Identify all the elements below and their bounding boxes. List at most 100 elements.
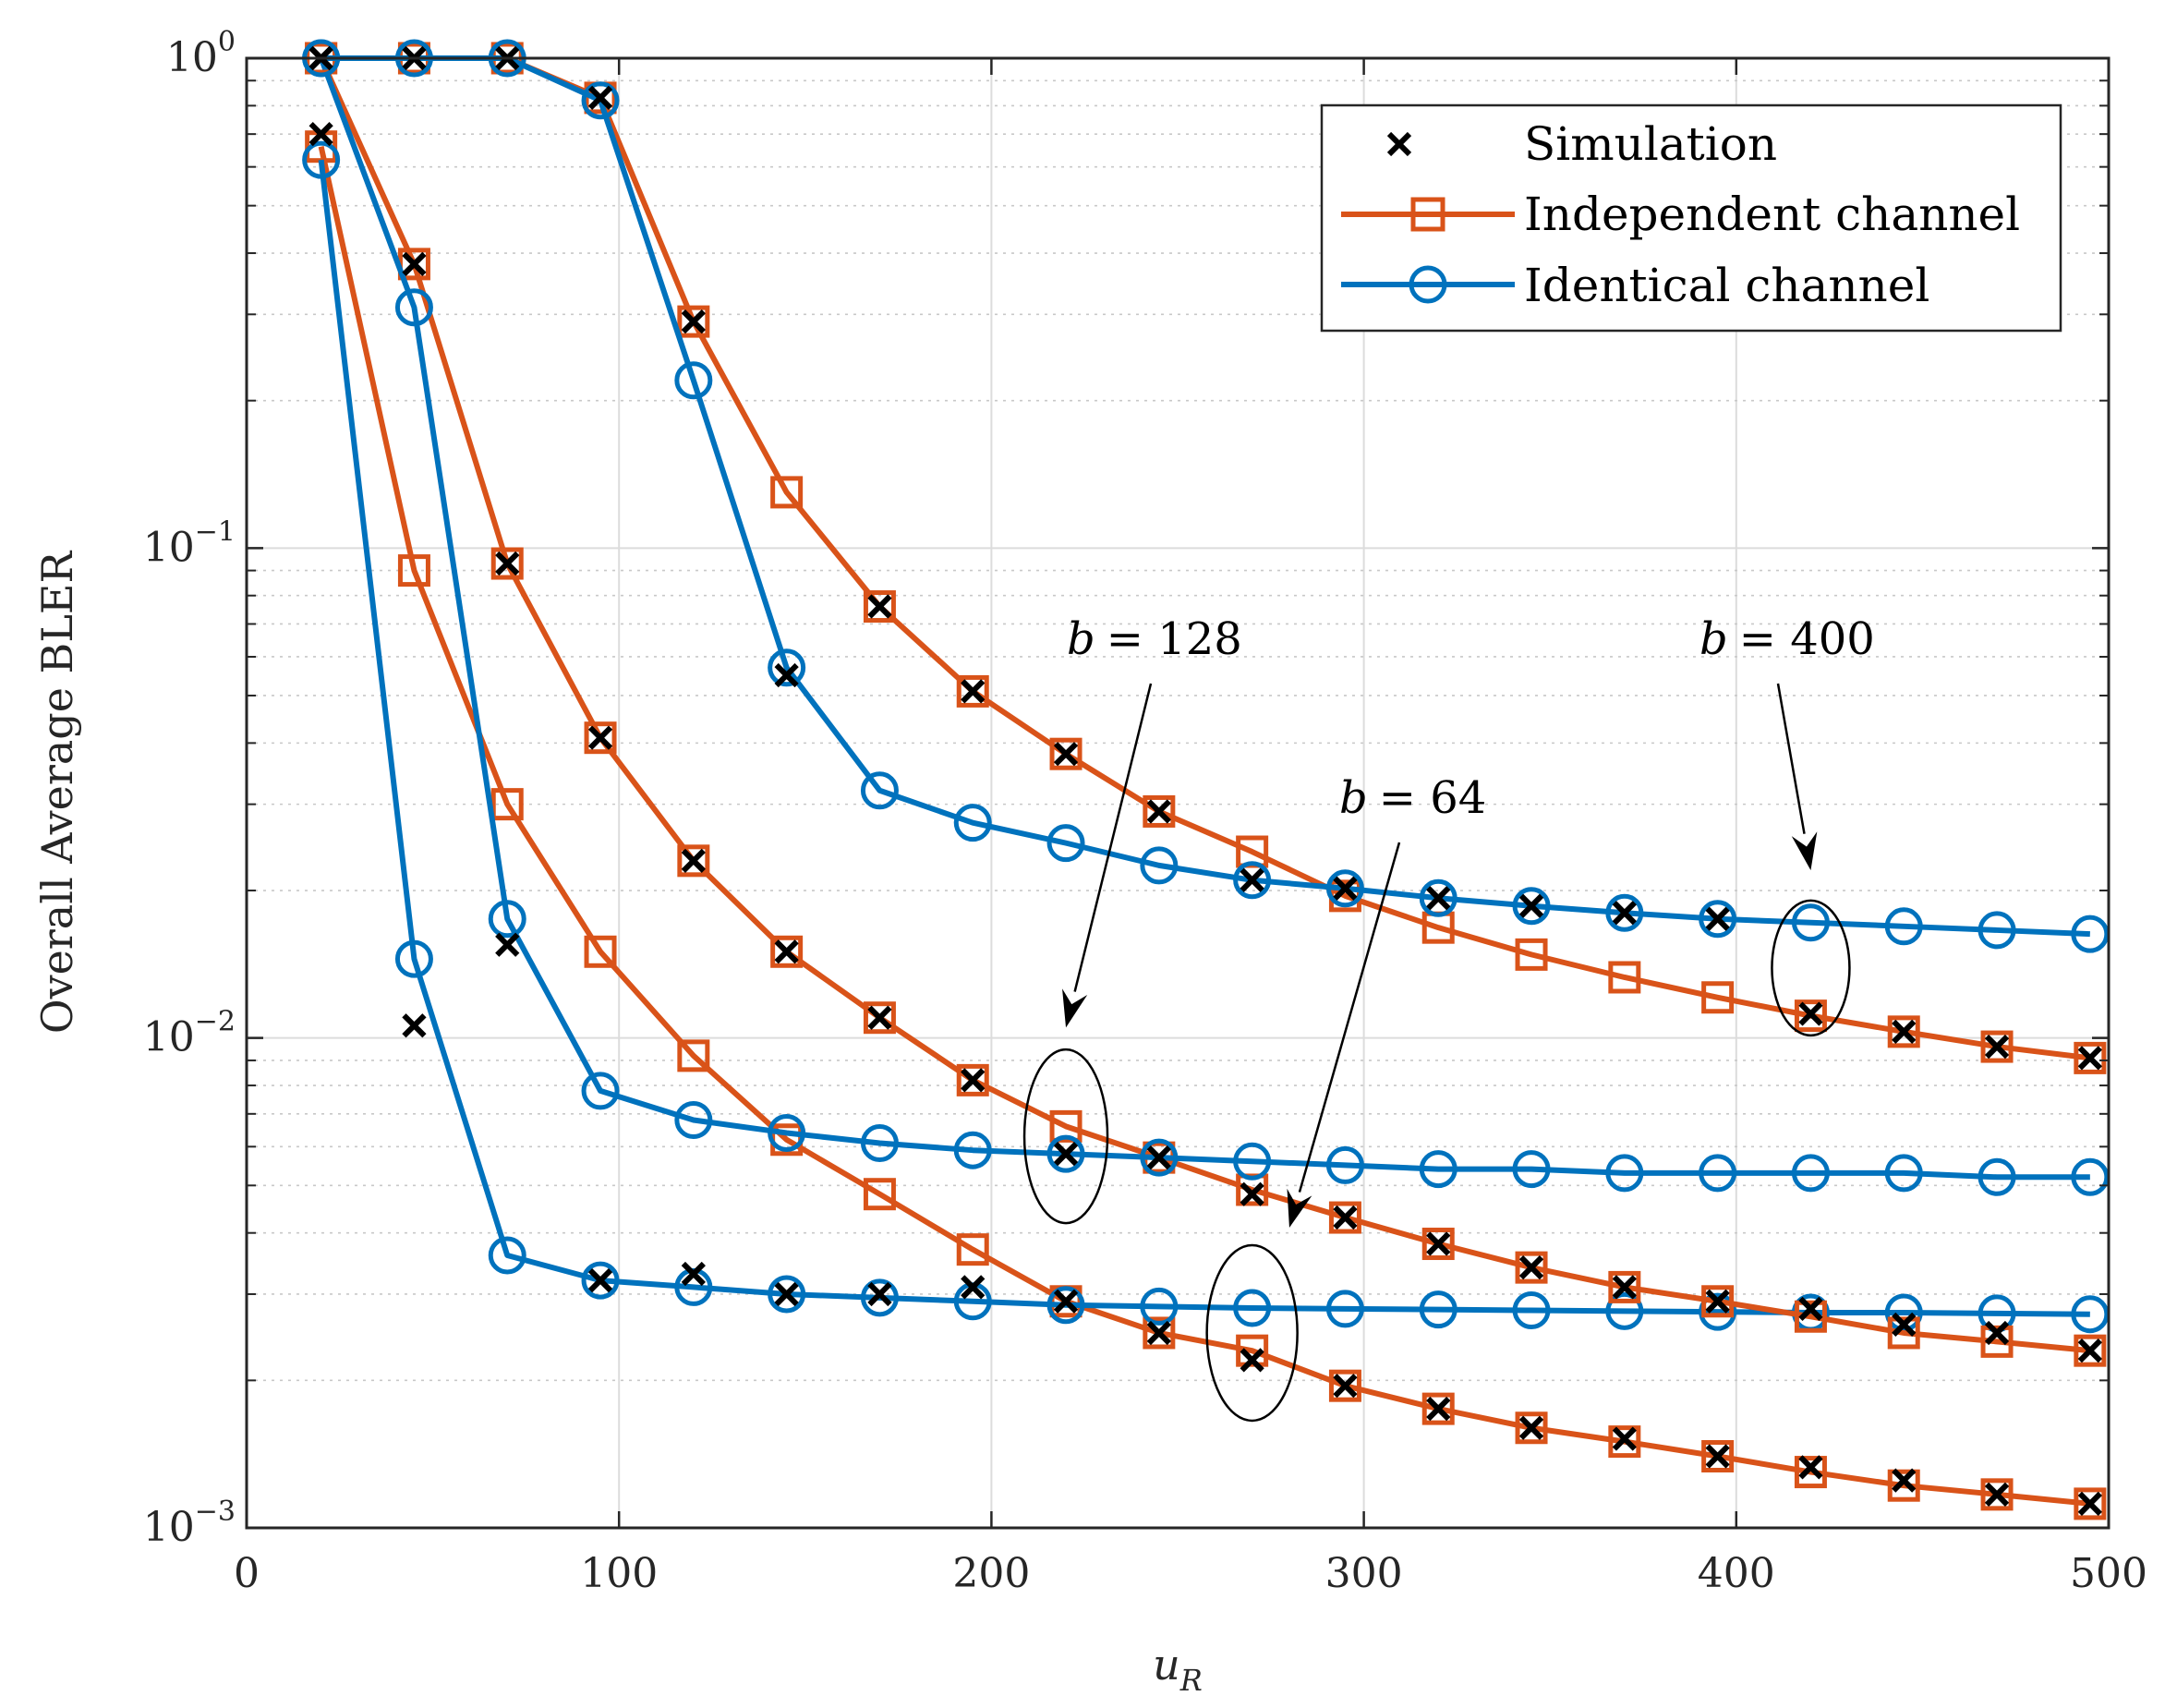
simulation-point [867,1281,892,1307]
simulation-point [2077,1339,2102,1363]
data-point-square [1980,1030,2014,1063]
data-point-circle [394,939,433,978]
data-point-circle [1699,1154,1737,1193]
x-tick-label: 500 [2070,1550,2147,1597]
series-identical-b128 [302,39,2110,1196]
simulation-point [587,1267,613,1293]
x-axis-label-sub: R [1179,1663,1203,1698]
annotation-var: b [1067,613,1095,665]
data-point-circle [674,1100,713,1139]
data-point-square [1049,737,1082,770]
data-point-circle [860,771,899,810]
data-point-circle [1233,1142,1272,1181]
annotation-arrow [1776,683,1806,834]
simulation-point [867,1005,892,1030]
data-point-circle [1325,1145,1364,1184]
data-point-circle [1512,1150,1551,1189]
data-point-circle [488,900,526,939]
simulation-point [1146,799,1171,824]
simulation-point [1798,1296,1823,1321]
data-point-circle [674,361,713,400]
data-point-square [1515,1411,1548,1445]
data-point-circle [1419,1150,1457,1189]
annotation-label: b = 400 [1699,613,1875,665]
simulation-point [1240,1181,1264,1206]
y-tick-exponent: −3 [195,1496,236,1528]
data-point-square [863,1001,896,1035]
annotation-b400: b = 400 [1699,613,1875,1037]
data-point-circle [1699,900,1737,939]
data-point-circle [581,1261,620,1300]
data-point-square [1049,1109,1082,1143]
y-tick-label: 10−2 [143,1006,236,1061]
data-point-square [490,547,524,580]
data-point-square [1794,999,1827,1033]
data-point-square [1236,1334,1269,1367]
data-point-square [1887,1015,1920,1048]
simulation-point [1612,1275,1637,1300]
simulation-point [1984,1034,2010,1060]
simulation-point [1518,1255,1544,1280]
y-tick-label: 10−1 [143,515,236,571]
data-point-circle [1605,1291,1644,1330]
annotation-ellipse [1205,1243,1299,1423]
simulation-point [961,679,986,704]
data-point-square [677,305,710,338]
data-point-square [1143,794,1176,828]
legend-item-independent: Independent channel [1341,188,2020,241]
data-point-square [1887,1316,1920,1350]
simulation-point [587,85,613,111]
data-point-circle [1046,1286,1085,1325]
annotation-eq: = 400 [1739,613,1875,665]
data-point-circle [394,288,433,327]
data-point-square [770,935,804,968]
data-point-square [863,590,896,624]
series-independent-b128 [305,42,2107,1367]
y-tick-exponent: −2 [195,1006,236,1038]
simulation-point [1798,1455,1823,1480]
data-point-circle [1884,1293,1923,1332]
y-axis-label: Overall Average BLER [32,551,82,1035]
simulation-point [495,932,520,957]
data-point-square [956,1233,989,1266]
data-point-circle [953,804,992,842]
data-point-circle [2071,915,2110,953]
data-point-square [1515,1251,1548,1284]
annotation-ellipse [1022,1048,1109,1225]
simulation-point [1240,867,1264,892]
data-point-circle [1699,1292,1737,1331]
data-point-square [1328,1201,1361,1234]
data-point-square [1608,961,1641,994]
y-tick-label: 100 [166,26,236,81]
series-identical-b400 [302,39,2110,953]
x-tick-label: 300 [1325,1550,1403,1597]
simulation-point [867,594,892,619]
annotation-arrowhead [1062,988,1088,1028]
annotation-arrowhead [1287,1188,1312,1229]
simulation-point [1333,1374,1358,1399]
data-point-circle [768,1113,806,1152]
annotation-arrowhead [1791,831,1818,871]
simulation-point [1612,1426,1637,1451]
series-independent-b64 [305,130,2107,1520]
simulation-point [1518,1415,1544,1440]
data-point-square [1608,1425,1641,1459]
simulation-point [402,1013,427,1038]
simulation-point [1426,1231,1451,1256]
simulation-point [774,662,799,688]
simulation-point [1053,742,1079,767]
data-point-circle [1791,903,1830,942]
data-point-circle [2071,1295,2110,1334]
data-point-square [677,844,710,878]
simulation-b128 [308,45,2102,1363]
data-point-circle [1325,1290,1364,1328]
simulation-point [774,939,799,964]
simulation-point [402,251,427,276]
legend-simulation-marker [1386,131,1412,157]
data-point-square [397,554,430,588]
data-point-square [1421,1392,1455,1425]
data-point-circle [1325,869,1364,908]
annotation-label: b = 128 [1067,613,1242,665]
legend-identical-label: Identical channel [1524,259,1929,312]
